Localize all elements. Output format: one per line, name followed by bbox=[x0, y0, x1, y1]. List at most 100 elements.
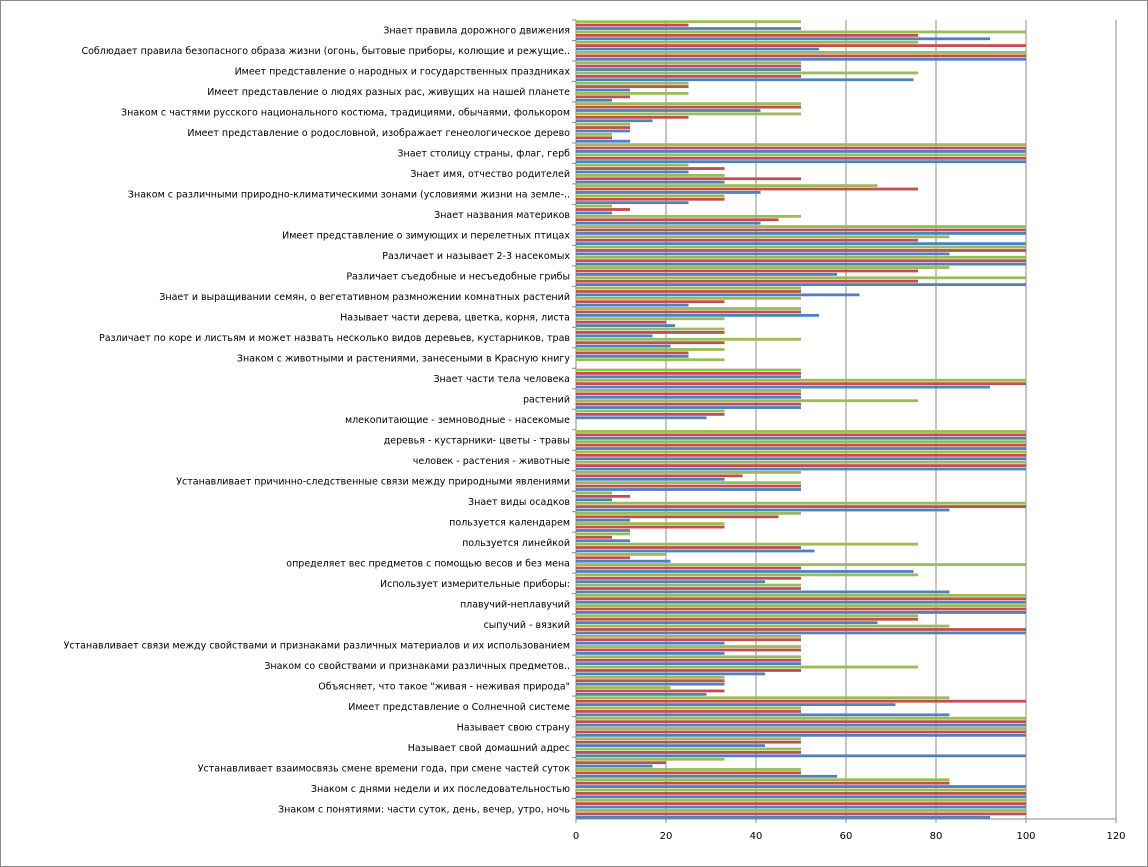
category-label: Различает и называет 2-3 насекомых bbox=[382, 251, 570, 262]
bar bbox=[576, 651, 725, 655]
bar bbox=[576, 341, 725, 345]
bar bbox=[576, 580, 765, 584]
bar bbox=[576, 44, 1026, 48]
bar bbox=[576, 621, 878, 625]
bar bbox=[576, 655, 801, 659]
bar bbox=[576, 259, 1026, 263]
bar bbox=[576, 532, 630, 536]
bar bbox=[576, 51, 1026, 54]
bar bbox=[576, 167, 725, 170]
bar bbox=[576, 331, 725, 334]
bar bbox=[576, 310, 801, 314]
bar bbox=[576, 798, 1026, 802]
bar bbox=[576, 723, 1026, 727]
x-tick-label: 20 bbox=[660, 831, 673, 842]
bar bbox=[576, 692, 707, 696]
bar bbox=[576, 235, 950, 239]
bar bbox=[576, 535, 612, 539]
bar bbox=[576, 406, 801, 409]
bar bbox=[576, 249, 1026, 252]
bar bbox=[576, 395, 801, 399]
bar bbox=[576, 809, 1026, 812]
bar bbox=[576, 225, 1026, 228]
bar bbox=[576, 296, 801, 300]
bar bbox=[576, 81, 689, 85]
bar bbox=[576, 733, 1026, 737]
bar bbox=[576, 320, 666, 324]
bar bbox=[576, 570, 914, 573]
bar bbox=[576, 194, 725, 198]
bar bbox=[576, 447, 1026, 450]
bar bbox=[576, 539, 630, 543]
bar bbox=[576, 672, 765, 676]
category-label: Называет свой домашний адрес bbox=[408, 743, 570, 754]
bar bbox=[576, 713, 950, 717]
bar bbox=[576, 109, 761, 112]
bar bbox=[576, 272, 837, 276]
bar bbox=[576, 771, 801, 775]
category-label: сыпучий - вязкий bbox=[484, 620, 570, 631]
bar bbox=[576, 57, 1026, 61]
x-tick-label: 0 bbox=[573, 831, 579, 842]
x-tick-label: 80 bbox=[930, 831, 943, 842]
bar bbox=[576, 324, 675, 328]
bar bbox=[576, 778, 950, 782]
bar bbox=[576, 201, 689, 205]
bar bbox=[576, 238, 918, 242]
category-label: пользуется календарем bbox=[449, 517, 570, 528]
bar bbox=[576, 525, 725, 529]
bar bbox=[576, 375, 801, 379]
bar bbox=[576, 71, 918, 75]
bar bbox=[576, 744, 765, 747]
bar bbox=[576, 300, 725, 304]
category-label: Знаком с понятиями: части суток, день, в… bbox=[278, 804, 570, 815]
bar bbox=[576, 187, 918, 191]
bar bbox=[576, 139, 630, 143]
bar bbox=[576, 102, 801, 106]
bar bbox=[576, 450, 1026, 454]
bar bbox=[576, 351, 689, 355]
bar bbox=[576, 467, 1026, 471]
bar bbox=[576, 197, 725, 201]
bar bbox=[576, 689, 725, 693]
bar bbox=[576, 576, 801, 580]
bar bbox=[576, 64, 801, 68]
bar bbox=[576, 252, 950, 256]
bar bbox=[576, 665, 918, 669]
bar bbox=[576, 115, 689, 119]
bar bbox=[576, 132, 612, 136]
bar bbox=[576, 471, 801, 474]
bar bbox=[576, 242, 1026, 246]
bar bbox=[576, 232, 1026, 235]
bar bbox=[576, 518, 630, 522]
bar bbox=[576, 522, 725, 526]
bar bbox=[576, 505, 1026, 508]
category-label: Имеет представление о Солнечной системе bbox=[348, 702, 570, 713]
bar bbox=[576, 440, 1026, 444]
bar bbox=[576, 624, 950, 628]
bar bbox=[576, 74, 801, 78]
bar bbox=[576, 600, 1026, 604]
bar bbox=[576, 631, 1026, 635]
category-label: пользуется линейкой bbox=[462, 538, 570, 549]
bar bbox=[576, 160, 1026, 164]
bar bbox=[576, 498, 612, 502]
bar bbox=[576, 641, 725, 645]
category-label: млекопитающие - земноводные - насекомые bbox=[345, 415, 570, 426]
bar bbox=[576, 208, 630, 211]
bar bbox=[576, 228, 1026, 232]
bar bbox=[576, 552, 666, 556]
bar bbox=[576, 354, 689, 358]
bar bbox=[576, 61, 801, 65]
bar bbox=[576, 802, 1026, 806]
bar bbox=[576, 211, 612, 215]
bar bbox=[576, 368, 801, 372]
bar bbox=[576, 669, 801, 672]
bar bbox=[576, 453, 1026, 457]
bar bbox=[576, 92, 689, 95]
bar bbox=[576, 587, 801, 590]
bar bbox=[576, 529, 630, 532]
bar bbox=[576, 785, 1026, 788]
bar bbox=[576, 604, 1026, 607]
